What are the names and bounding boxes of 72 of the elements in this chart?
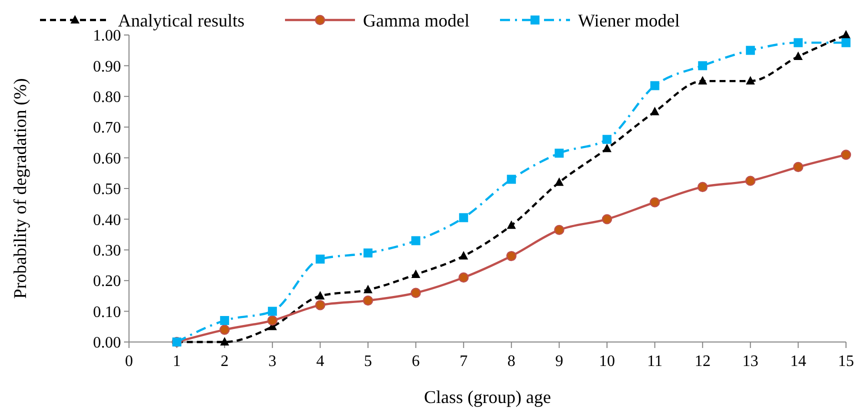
point (506, 174, 516, 184)
point (554, 177, 564, 186)
point (794, 51, 803, 60)
x-tick-label: 4 (316, 353, 324, 370)
point (650, 106, 660, 116)
point (650, 197, 660, 208)
x-tick-label: 2 (220, 353, 229, 370)
x-tick-label: 15 (838, 353, 854, 370)
point (362, 295, 374, 306)
point (459, 213, 468, 222)
y-tick-label: 0.40 (93, 212, 121, 229)
x-tick-label: 12 (694, 353, 711, 370)
point (364, 284, 372, 294)
x-axis-title: Class (group) age (424, 387, 551, 407)
y-tick-label: 1.00 (93, 28, 121, 45)
point (794, 38, 803, 48)
y-tick-label: 0.20 (93, 273, 121, 290)
point (458, 272, 469, 283)
y-tick-label: 0.90 (93, 58, 121, 76)
legend-label: Wiener model (578, 10, 680, 30)
point (842, 38, 850, 48)
x-tick-label: 14 (790, 353, 806, 370)
x-tick-label: 5 (364, 353, 372, 370)
y-tick-label: 0.80 (93, 89, 121, 106)
point (268, 306, 277, 316)
point (316, 254, 325, 264)
y-tick-label: 0.10 (93, 304, 121, 321)
x-tick-label: 11 (647, 353, 663, 370)
y-tick-label: 0.70 (93, 120, 121, 137)
point (410, 288, 421, 298)
x-tick-label: 7 (460, 353, 468, 370)
point (554, 148, 564, 158)
point (220, 316, 230, 326)
point (411, 236, 420, 246)
point (650, 81, 660, 90)
point (506, 250, 516, 262)
y-tick-label: 0.00 (93, 334, 121, 352)
point (459, 251, 468, 260)
point (554, 224, 564, 236)
point (267, 315, 278, 326)
legend-label: Analytical results (118, 10, 244, 30)
point (411, 269, 420, 278)
x-tick-label: 13 (742, 353, 758, 370)
point (746, 76, 755, 85)
y-axis-title: Probability of degradation (%) (10, 78, 30, 299)
point (698, 182, 708, 192)
y-tick-label: 0.60 (93, 150, 121, 168)
point (793, 162, 804, 172)
legend-label: Gamma model (363, 10, 470, 30)
point (698, 76, 708, 85)
x-tick-label: 9 (555, 353, 564, 370)
point (220, 337, 230, 346)
point (602, 214, 612, 224)
point (316, 290, 325, 300)
x-tick-label: 6 (412, 353, 420, 370)
x-tick-label: 1 (172, 353, 181, 370)
point (840, 150, 852, 160)
y-tick-label: 0.30 (93, 242, 121, 260)
point (745, 176, 756, 186)
x-tick-label: 8 (507, 353, 516, 370)
point (602, 134, 612, 144)
point (602, 144, 612, 152)
point (364, 248, 372, 258)
point (315, 300, 326, 310)
y-tick-label: 0.50 (93, 181, 121, 198)
point (506, 220, 516, 229)
x-tick-label: 3 (268, 353, 276, 370)
x-tick-label: 10 (599, 353, 615, 370)
point (698, 61, 708, 70)
x-tick-label: 0 (125, 353, 133, 370)
point (746, 46, 755, 55)
point (220, 324, 230, 335)
